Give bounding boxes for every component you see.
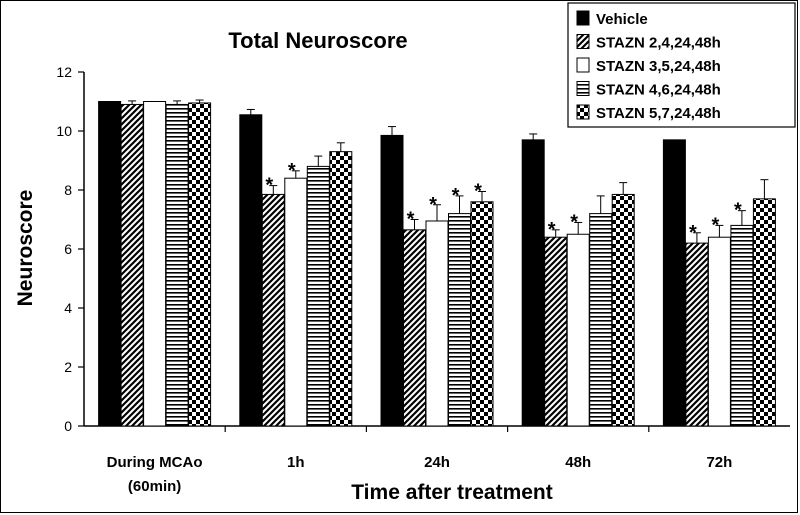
x-category-label: (60min): [128, 478, 181, 495]
y-tick-label: 8: [64, 182, 72, 198]
bar: [611, 193, 635, 427]
legend-label: STAZN 2,4,24,48h: [596, 35, 721, 52]
bar: [544, 236, 568, 427]
y-axis-label: Neuroscore: [14, 190, 37, 307]
legend-box: [567, 2, 796, 128]
significance-star: *: [548, 219, 556, 241]
significance-star: *: [265, 175, 273, 197]
bar: [380, 134, 404, 427]
bar: [470, 201, 494, 427]
y-tick-label: 2: [64, 359, 72, 375]
bar: [403, 229, 426, 427]
bar: [239, 114, 263, 427]
legend-label: STAZN 5,7,24,48h: [596, 105, 721, 122]
bar: [306, 165, 330, 427]
significance-star: *: [734, 200, 742, 222]
significance-star: *: [689, 222, 697, 244]
significance-star: *: [712, 214, 720, 236]
x-category-label: 1h: [287, 454, 305, 471]
significance-star: *: [474, 180, 482, 202]
significance-star: *: [429, 194, 437, 216]
x-category-label: During MCAo: [107, 454, 203, 471]
bar: [730, 224, 754, 427]
bar: [120, 103, 144, 427]
x-category-label: 48h: [565, 454, 591, 471]
bar: [752, 198, 776, 427]
y-tick-label: 0: [64, 418, 72, 434]
legend-swatch: [576, 57, 590, 73]
bar: [425, 220, 449, 427]
x-category-label: 72h: [706, 454, 732, 471]
chart-title: Total Neuroscore: [228, 28, 407, 53]
legend-swatch: [576, 34, 590, 49]
x-axis-label: Time after treatment: [351, 481, 553, 504]
bar: [261, 193, 285, 427]
bar: [707, 236, 731, 427]
bar: [284, 177, 308, 427]
bar: [589, 213, 613, 427]
legend-swatch: [576, 104, 590, 120]
bar: [98, 101, 122, 427]
significance-star: *: [407, 209, 415, 231]
bar: [143, 101, 167, 427]
bar: [448, 213, 471, 427]
legend-swatch: [576, 81, 590, 96]
y-tick-label: 12: [56, 64, 72, 80]
legend-label: STAZN 4,6,24,48h: [596, 82, 721, 99]
legend-label: STAZN 3,5,24,48h: [596, 58, 721, 75]
bar: [662, 139, 686, 427]
bars: * * * * * * * * * * *: [98, 99, 776, 427]
y-tick-label: 4: [64, 300, 72, 316]
bar: [566, 233, 590, 427]
significance-star: *: [570, 211, 578, 233]
significance-star: *: [288, 160, 296, 182]
x-category-labels: During MCAo (60min) 1h 24h 48h 72h: [107, 454, 733, 495]
bar: [685, 242, 709, 427]
legend: Vehicle STAZN 2,4,24,48h STAZN 3,5,24,48h S…: [567, 2, 796, 128]
y-tick-label: 10: [56, 123, 72, 139]
legend-swatch: [576, 10, 590, 26]
x-category-label: 24h: [424, 454, 450, 471]
bar: [521, 139, 545, 427]
y-tick-label: 6: [64, 241, 72, 257]
bar: [188, 102, 212, 427]
significance-star: *: [452, 185, 460, 207]
bar: [329, 151, 353, 427]
legend-label: Vehicle: [596, 11, 648, 28]
bar: [165, 103, 189, 427]
